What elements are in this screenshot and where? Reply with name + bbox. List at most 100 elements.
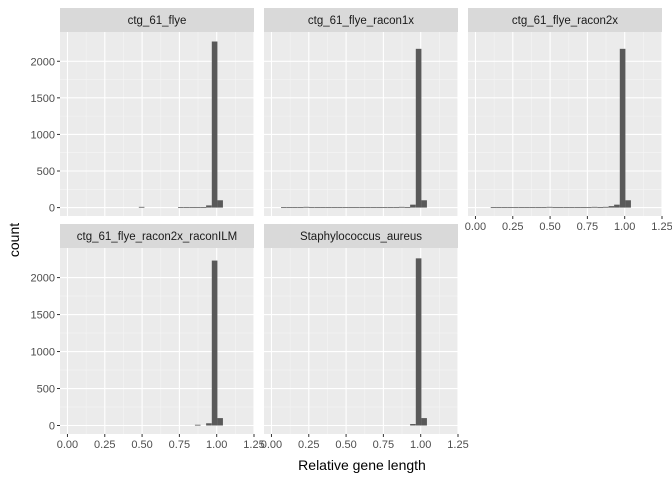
histogram-bar — [281, 207, 287, 209]
facet-strip-label: ctg_61_flye — [128, 15, 187, 27]
histogram-bar — [206, 423, 212, 426]
y-tick-label: 500 — [37, 166, 55, 178]
x-tick-label: 0.50 — [131, 439, 152, 451]
histogram-bar — [320, 207, 326, 209]
facet-panel: ctg_61_flye_racon2x 0.00 0.25 0.50 0.75 1.00 1… — [465, 8, 672, 233]
x-tick-label: 1.00 — [614, 221, 635, 233]
histogram-bar — [398, 206, 405, 208]
histogram-bar — [541, 207, 547, 209]
histogram-bar — [393, 207, 400, 209]
histogram-bar — [546, 206, 553, 208]
histogram-bar — [189, 207, 196, 209]
histogram-bar — [415, 258, 422, 426]
histogram-bar — [342, 207, 349, 209]
facet-panel: ctg_61_flye 0 500 1000 1500 2000 — [31, 8, 255, 216]
histogram-bar — [501, 207, 508, 209]
histogram-bar — [303, 206, 310, 208]
histogram-bar — [359, 207, 366, 209]
histogram-bar — [602, 206, 609, 208]
facet-strip-label: ctg_61_flye_racon2x_raconILM — [77, 231, 237, 243]
facet-strip — [60, 8, 254, 32]
panel-background — [60, 32, 254, 216]
histogram-bar — [354, 207, 360, 209]
histogram-bar — [591, 206, 598, 208]
histogram-bar — [178, 207, 184, 209]
y-tick-label: 500 — [37, 384, 55, 396]
y-tick-label: 2000 — [31, 273, 55, 285]
histogram-bar — [286, 207, 293, 209]
histogram-bar — [309, 207, 315, 209]
histogram-bar — [211, 41, 218, 208]
panel-background — [468, 32, 662, 216]
histogram-bar — [297, 207, 304, 209]
panel-background — [60, 248, 254, 434]
x-tick-label: 0.75 — [577, 221, 598, 233]
y-axis-title: count — [6, 223, 22, 257]
x-tick-label: 0.25 — [298, 439, 319, 451]
histogram-bar — [194, 207, 201, 209]
facet-strip — [264, 8, 458, 32]
x-tick-label: 1.25 — [243, 439, 264, 451]
y-tick-label: 1000 — [31, 347, 55, 359]
histogram-bar — [529, 207, 536, 209]
histogram-bar — [292, 207, 298, 209]
x-tick-label: 1.00 — [206, 439, 227, 451]
histogram-bar — [404, 207, 411, 209]
facet-panel: ctg_61_flye_racon2x_raconILM 0 500 1000 1500… — [31, 224, 265, 451]
histogram-bar — [524, 207, 530, 209]
histogram-bar — [217, 200, 223, 208]
histogram-bar — [200, 207, 207, 209]
histogram-bar — [365, 207, 371, 209]
histogram-bar — [586, 207, 592, 209]
facet-strip-label: ctg_61_flye_racon1x — [308, 15, 414, 27]
histogram-bar — [138, 206, 145, 208]
histogram-bar — [211, 260, 218, 426]
facet-strip — [264, 224, 458, 248]
x-tick-label: 0.50 — [335, 439, 356, 451]
histogram-bar — [513, 207, 519, 209]
histogram-bar — [376, 207, 383, 209]
histogram-bar — [574, 207, 581, 209]
histogram-bar — [314, 207, 321, 209]
facet-strip-label: ctg_61_flye_racon2x — [512, 15, 618, 27]
facet-strip-label: Staphylococcus_aureus — [300, 231, 422, 243]
y-tick-label: 0 — [49, 420, 55, 432]
histogram-bar — [563, 207, 570, 209]
histogram-bar — [490, 207, 497, 209]
x-tick-label: 0.75 — [373, 439, 394, 451]
y-tick-label: 1000 — [31, 129, 55, 141]
panel-background — [264, 248, 458, 434]
x-tick-label: 1.25 — [447, 439, 468, 451]
y-tick-label: 1500 — [31, 310, 55, 322]
facet-panel: Staphylococcus_aureus 0.00 0.25 0.50 0.75 1.0… — [261, 224, 469, 451]
x-axis-title: Relative gene length — [298, 457, 426, 473]
histogram-bar — [415, 48, 422, 208]
histogram-bar — [421, 200, 427, 208]
x-tick-label: 0.00 — [57, 439, 78, 451]
histogram-bar — [614, 204, 620, 208]
histogram-bar — [183, 207, 190, 209]
y-tick-label: 2000 — [31, 56, 55, 68]
x-tick-label: 0.25 — [94, 439, 115, 451]
panel-background — [264, 32, 458, 216]
histogram-bar — [580, 207, 587, 209]
histogram-bar — [558, 207, 564, 209]
histogram-bar — [552, 207, 559, 209]
histogram-bar — [507, 207, 514, 209]
facet-strip — [468, 8, 662, 32]
histogram-bar — [496, 207, 502, 209]
histogram-bar — [348, 207, 355, 209]
x-tick-label: 0.25 — [502, 221, 523, 233]
histogram-bar — [206, 205, 212, 208]
histogram-bar — [608, 206, 615, 208]
histogram-bar — [331, 207, 338, 209]
histogram-bar — [569, 207, 575, 209]
x-tick-label: 1.25 — [651, 221, 672, 233]
histogram-bar — [370, 207, 377, 209]
histogram-bar — [597, 207, 604, 209]
histogram-bar — [194, 424, 201, 426]
histogram-bar — [387, 207, 394, 209]
histogram-bar — [325, 207, 332, 209]
x-tick-label: 1.00 — [410, 439, 431, 451]
